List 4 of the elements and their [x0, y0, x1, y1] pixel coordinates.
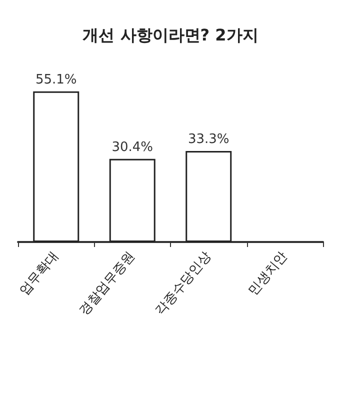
data-label: 55.1%	[35, 72, 77, 88]
chart-title: 개선 사항이라면? 2가지	[82, 26, 258, 44]
data-label: 30.4%	[112, 140, 154, 155]
data-label: 33.3%	[188, 132, 230, 147]
